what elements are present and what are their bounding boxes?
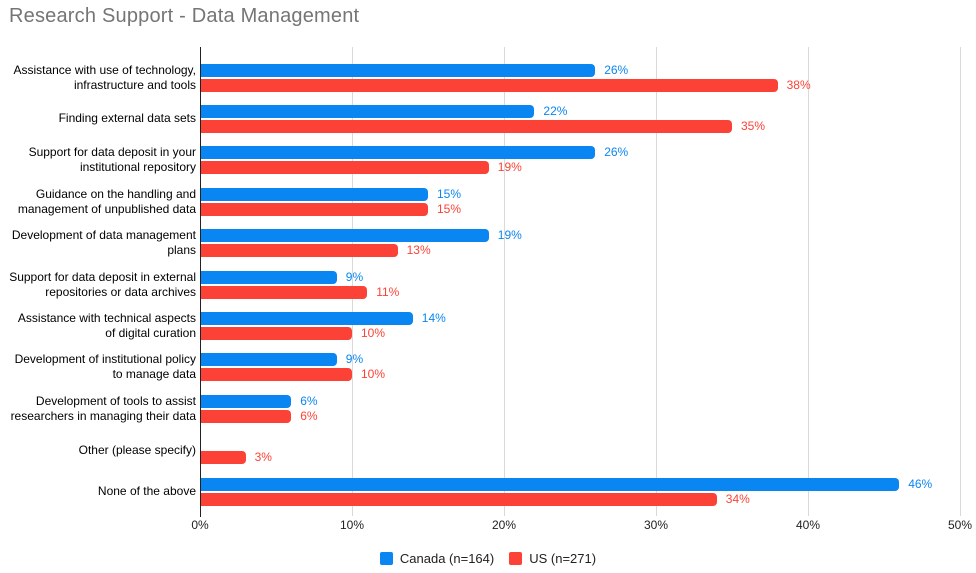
category-label: Support for data deposit in external rep… (9, 269, 196, 299)
bar-us (200, 285, 368, 299)
value-label: 9% (345, 269, 364, 284)
value-label: 15% (437, 186, 462, 201)
value-label: 10% (361, 367, 386, 382)
value-label: 26% (604, 62, 629, 77)
bar-canada (200, 477, 900, 491)
plot-area: 26% 38% 22% 35% 26% 19% 15% 15% 19% 13% 9% 11% 14% 10… (200, 47, 961, 517)
bar-canada (200, 353, 337, 367)
legend-item: Canada (n=164) (379, 551, 495, 566)
legend-label: US (n=271) (529, 551, 597, 566)
category-label: Development of tools to assist researche… (10, 393, 196, 423)
value-label: 6% (300, 408, 318, 423)
bar-us (200, 244, 398, 258)
bar-canada (200, 270, 337, 284)
bar-canada (200, 394, 292, 408)
category-label: Finding external data sets (58, 111, 196, 126)
chart-title: Research Support - Data Management (9, 5, 360, 27)
bar-canada (200, 311, 413, 325)
bar-us (200, 368, 352, 382)
value-label: 11% (376, 284, 400, 299)
value-label: 35% (741, 118, 766, 133)
legend: Canada (n=164) US (n=271) (0, 551, 976, 566)
legend-label: Canada (n=164) (399, 551, 495, 566)
bar-canada (200, 63, 596, 77)
gridline (656, 47, 657, 516)
value-label: 6% (300, 393, 318, 408)
bar-us (200, 161, 489, 175)
bar-us (200, 78, 778, 92)
value-label: 9% (345, 352, 364, 367)
value-label: 15% (437, 201, 462, 216)
bar-us (200, 409, 292, 423)
x-axis-tick-label: 40% (795, 518, 821, 532)
x-axis-tick-label: 0% (191, 518, 209, 532)
value-label: 19% (497, 228, 522, 243)
bar-us (200, 326, 352, 340)
bar-canada (200, 187, 428, 201)
bar-us (200, 451, 246, 465)
legend-swatch-icon (509, 552, 523, 565)
bar-us (200, 119, 732, 133)
value-label: 34% (725, 491, 750, 506)
bar-canada (200, 229, 489, 243)
bar-canada (200, 146, 596, 160)
value-label: 26% (604, 145, 629, 160)
value-label: 22% (543, 103, 568, 118)
category-label: Development of institutional policy to m… (14, 352, 196, 382)
value-label: 46% (908, 476, 933, 491)
category-label: Development of data management plans (11, 228, 196, 258)
x-axis-tick-label: 10% (339, 518, 365, 532)
category-label: None of the above (97, 484, 196, 499)
bar-canada (200, 104, 535, 118)
x-axis-tick-label: 30% (643, 518, 669, 532)
legend-item: US (n=271) (509, 551, 596, 566)
value-label: 10% (361, 325, 386, 340)
legend-swatch-icon (379, 552, 393, 565)
category-label: Support for data deposit in your institu… (28, 145, 196, 175)
value-label: 19% (497, 160, 522, 175)
gridline (808, 47, 809, 516)
category-label: Guidance on the handling and management … (17, 186, 196, 216)
category-label: Assistance with technical aspects of dig… (17, 310, 196, 340)
value-label: 3% (254, 450, 272, 465)
gridline (960, 47, 961, 516)
category-label: Assistance with use of technology, infra… (13, 62, 196, 92)
value-label: 14% (421, 310, 446, 325)
bar-us (200, 202, 428, 216)
value-label: 13% (406, 243, 431, 258)
gridline (352, 47, 353, 516)
x-axis-tick-label: 20% (491, 518, 517, 532)
x-axis-tick-label: 50% (947, 518, 973, 532)
y-axis-baseline (200, 47, 201, 517)
gridline (504, 47, 505, 516)
bar-us (200, 492, 717, 506)
category-label: Other (please specify) (78, 442, 196, 457)
value-label: 38% (786, 77, 811, 92)
